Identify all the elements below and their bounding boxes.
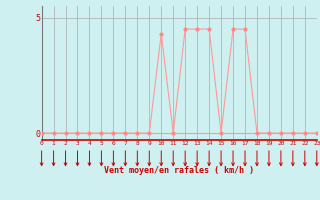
X-axis label: Vent moyen/en rafales ( km/h ): Vent moyen/en rafales ( km/h ) [104,166,254,175]
